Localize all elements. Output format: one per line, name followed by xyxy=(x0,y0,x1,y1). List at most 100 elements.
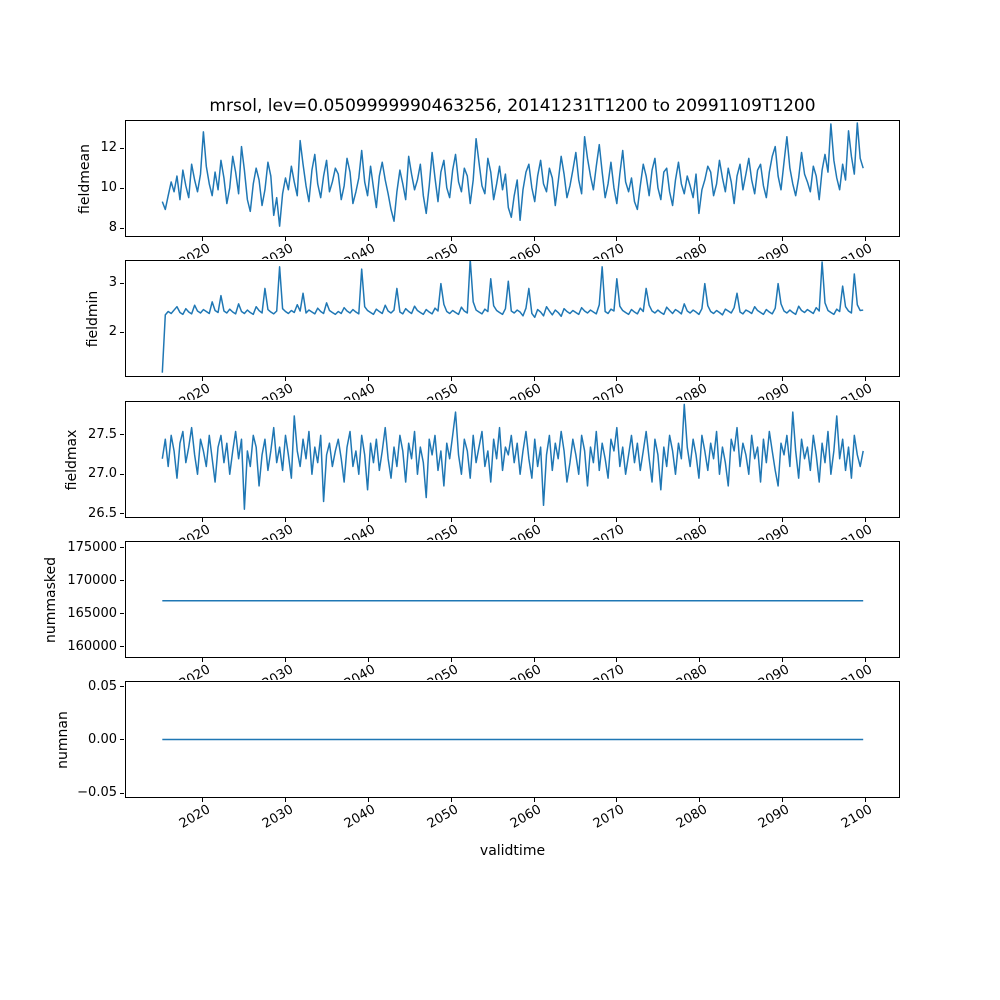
y-tick-mark xyxy=(120,613,124,615)
x-tick-mark xyxy=(450,658,452,662)
x-tick-label-zone: 2020 2030 2040 2050 2060 2070 2080 2090 2100 xyxy=(125,521,905,540)
x-tick-label: 2070 xyxy=(590,521,627,540)
x-tick-label: 2060 xyxy=(507,381,545,400)
y-tick-label: 27.5 xyxy=(88,426,117,442)
y-tick-mark xyxy=(120,513,124,515)
x-tick-mark xyxy=(367,237,369,241)
subplot-canvas-numnan xyxy=(162,739,864,741)
chart-title: mrsol, lev=0.0509999990463256, 20141231T… xyxy=(209,96,816,116)
line-series-fieldmax xyxy=(161,403,864,510)
y-tick-mark xyxy=(120,187,124,189)
x-tick-mark xyxy=(450,517,452,522)
x-tick-mark xyxy=(285,798,287,803)
x-tick-mark xyxy=(533,798,535,803)
x-tick-mark xyxy=(202,798,204,803)
y-tick-label: 8 xyxy=(108,220,117,235)
x-tick-label: 2100 xyxy=(839,802,876,833)
x-tick-label: 2040 xyxy=(342,662,379,681)
x-tick-mark xyxy=(202,517,204,522)
x-tick-mark xyxy=(616,658,618,662)
x-tick-label: 2070 xyxy=(590,662,627,681)
x-tick-label: 2030 xyxy=(259,381,296,400)
y-tick-mark xyxy=(120,646,124,648)
x-tick-label: 2090 xyxy=(756,802,793,833)
x-tick-label: 2060 xyxy=(507,241,545,260)
x-tick-label: 2080 xyxy=(673,662,710,681)
x-tick-label-zone: 2020 2030 2040 2050 2060 2070 2080 2090 2100 xyxy=(125,380,905,399)
x-tick-label: 2060 xyxy=(507,521,545,540)
x-tick-mark xyxy=(285,517,287,522)
x-tick-mark xyxy=(781,517,783,522)
subplot-canvas-fieldmean xyxy=(161,122,864,227)
line-series-fieldmin xyxy=(161,261,864,373)
x-tick-mark xyxy=(864,517,866,522)
x-tick-label: 2040 xyxy=(342,241,379,260)
x-tick-mark xyxy=(864,798,866,803)
x-tick-mark xyxy=(202,237,204,241)
x-tick-label: 2070 xyxy=(590,802,627,833)
y-tick-mark xyxy=(120,739,124,741)
x-tick-mark xyxy=(533,517,535,522)
x-tick-label: 2030 xyxy=(259,662,296,681)
x-tick-label: 2020 xyxy=(176,662,213,681)
y-tick-label: 175000 xyxy=(67,539,117,555)
subplot-canvas-fieldmin xyxy=(161,261,864,373)
x-tick-mark xyxy=(616,798,618,803)
x-tick-mark xyxy=(864,377,866,382)
x-tick-label: 2040 xyxy=(342,802,379,833)
x-tick-label: 2030 xyxy=(259,241,296,260)
x-tick-mark xyxy=(699,798,701,803)
x-tick-label-zone: 2020 2030 2040 2050 2060 2070 2080 2090 2100 xyxy=(125,661,905,680)
line-series-fieldmean xyxy=(161,122,864,227)
x-tick-mark xyxy=(533,658,535,662)
x-tick-label: 2090 xyxy=(756,381,793,400)
x-tick-mark xyxy=(285,658,287,662)
x-tick-label: 2090 xyxy=(756,662,793,681)
subplot-canvas-fieldmax xyxy=(161,403,864,510)
y-tick-mark xyxy=(120,434,124,436)
x-tick-label: 2020 xyxy=(176,521,213,540)
y-tick-mark xyxy=(120,792,124,794)
y-tick-label: 0.05 xyxy=(88,678,117,694)
subplot-panel-2 xyxy=(125,400,900,518)
x-tick-label: 2090 xyxy=(756,521,793,540)
x-tick-mark xyxy=(864,237,866,241)
x-tick-mark xyxy=(450,798,452,803)
y-tick-mark xyxy=(120,331,124,333)
x-axis-label: validtime xyxy=(479,843,546,859)
x-tick-mark xyxy=(781,658,783,662)
x-tick-mark xyxy=(202,658,204,662)
x-tick-mark xyxy=(699,658,701,662)
x-tick-label: 2030 xyxy=(259,802,296,833)
x-tick-label: 2050 xyxy=(425,241,462,260)
x-tick-mark xyxy=(533,237,535,241)
subplot-panel-0 xyxy=(125,120,900,237)
y-tick-label: 2 xyxy=(108,324,117,340)
x-tick-label: 2080 xyxy=(673,521,710,540)
x-tick-label: 2080 xyxy=(673,802,710,833)
x-tick-label: 2060 xyxy=(507,802,545,833)
x-tick-mark xyxy=(450,377,452,382)
y-tick-mark xyxy=(120,547,124,549)
y-axis-label-nummasked: nummasked xyxy=(43,556,59,643)
x-tick-label: 2100 xyxy=(839,241,876,260)
y-tick-label: 0.00 xyxy=(88,731,117,747)
x-tick-mark xyxy=(450,237,452,241)
y-tick-label: 165000 xyxy=(67,605,117,621)
x-tick-label: 2080 xyxy=(673,381,710,400)
subplot-panel-3 xyxy=(125,541,900,658)
x-tick-mark xyxy=(699,237,701,241)
x-tick-label: 2020 xyxy=(176,802,213,833)
x-tick-mark xyxy=(533,377,535,382)
x-tick-label: 2050 xyxy=(425,802,462,833)
y-tick-label: 12 xyxy=(100,140,117,155)
x-tick-label: 2100 xyxy=(839,381,876,400)
x-tick-mark xyxy=(616,517,618,522)
y-tick-label: 170000 xyxy=(67,572,117,588)
x-tick-mark xyxy=(367,658,369,662)
x-tick-mark xyxy=(285,237,287,241)
x-tick-mark xyxy=(616,377,618,382)
x-tick-label: 2020 xyxy=(176,381,213,400)
x-tick-mark xyxy=(202,377,204,382)
